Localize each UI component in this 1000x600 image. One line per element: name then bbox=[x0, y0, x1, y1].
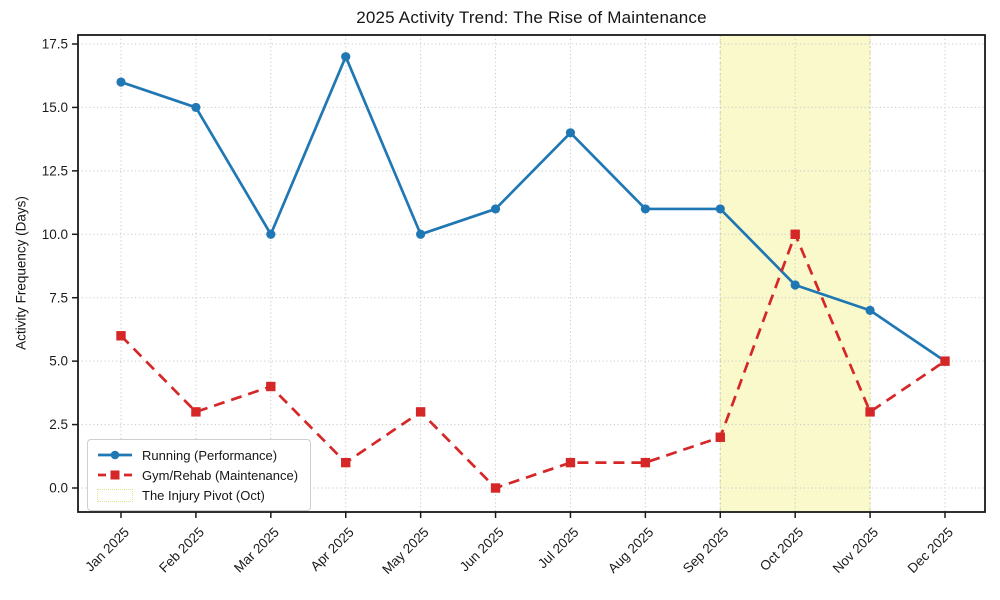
x-tick-label: Dec 2025 bbox=[905, 525, 956, 576]
legend-label-running: Running (Performance) bbox=[142, 447, 278, 463]
running-data-point-Apr 2025 bbox=[341, 52, 351, 62]
gym-rehab-line-sample-icon bbox=[98, 470, 132, 480]
y-tick-label: 15.0 bbox=[42, 100, 68, 115]
x-tick-label: Nov 2025 bbox=[830, 525, 881, 576]
x-tick-label: Feb 2025 bbox=[156, 525, 207, 576]
gym-rehab-data-point-Mar 2025 bbox=[266, 381, 276, 392]
y-tick-label: 5.0 bbox=[49, 354, 68, 369]
running-data-point-May 2025 bbox=[416, 229, 426, 239]
x-tick-label: Jan 2025 bbox=[82, 525, 132, 575]
gym-rehab-data-point-Jul 2025 bbox=[565, 457, 576, 468]
gym-rehab-data-point-Sep 2025 bbox=[715, 432, 725, 442]
legend-item-injury-pivot: The Injury Pivot (Oct) bbox=[97, 487, 298, 503]
legend: Running (Performance) Gym/Rehab (Mainten… bbox=[87, 439, 312, 511]
running-data-point-Jan 2025 bbox=[116, 77, 126, 87]
x-tick-label: Jul 2025 bbox=[535, 525, 582, 572]
running-data-point-Sep 2025 bbox=[715, 204, 725, 214]
gym-rehab-data-point-Dec 2025 bbox=[940, 356, 950, 366]
running-data-point-Jun 2025 bbox=[490, 204, 501, 214]
gym-rehab-data-point-Feb 2025 bbox=[191, 407, 201, 417]
gym-rehab-data-point-May 2025 bbox=[415, 407, 426, 417]
running-data-point-Oct 2025 bbox=[790, 280, 800, 290]
running-data-point-Jul 2025 bbox=[565, 128, 576, 138]
y-tick-label: 10.0 bbox=[42, 227, 68, 242]
x-tick-label: Aug 2025 bbox=[605, 525, 656, 576]
gym-rehab-data-point-Apr 2025 bbox=[341, 457, 351, 468]
x-tick-label: Mar 2025 bbox=[231, 525, 282, 576]
y-tick-label: 0.0 bbox=[49, 481, 68, 496]
running-line bbox=[120, 55, 946, 363]
chart-title: 2025 Activity Trend: The Rise of Mainten… bbox=[356, 8, 707, 27]
legend-label-injury-pivot: The Injury Pivot (Oct) bbox=[142, 487, 265, 503]
gym-rehab-data-point-Jun 2025 bbox=[490, 483, 501, 493]
y-tick-label: 12.5 bbox=[42, 163, 68, 178]
y-tick-label: 2.5 bbox=[49, 417, 68, 432]
legend-item-running: Running (Performance) bbox=[97, 447, 298, 463]
running-data-point-Mar 2025 bbox=[266, 229, 276, 239]
injury-pivot-span bbox=[720, 35, 871, 512]
running-line-sample-icon bbox=[98, 450, 132, 460]
gym-rehab-data-point-Jan 2025 bbox=[116, 331, 126, 341]
x-tick-label: Sep 2025 bbox=[680, 525, 731, 576]
running-data-point-Aug 2025 bbox=[640, 204, 650, 214]
running-data-point-Nov 2025 bbox=[865, 305, 875, 315]
legend-label-gym-rehab: Gym/Rehab (Maintenance) bbox=[142, 467, 299, 483]
legend-item-gym-rehab: Gym/Rehab (Maintenance) bbox=[97, 467, 298, 483]
x-tick-label: Oct 2025 bbox=[757, 525, 806, 574]
gym-rehab-data-point-Nov 2025 bbox=[865, 407, 875, 417]
gym-rehab-data-point-Aug 2025 bbox=[640, 457, 651, 468]
injury-pivot-swatch-icon bbox=[97, 488, 133, 502]
running-data-point-Feb 2025 bbox=[191, 102, 201, 113]
gym-rehab-data-point-Oct 2025 bbox=[790, 229, 800, 239]
x-tick-label: May 2025 bbox=[379, 525, 432, 578]
gym-rehab-line bbox=[120, 232, 946, 490]
axes-spines bbox=[77, 34, 986, 513]
y-axis-label: Activity Frequency (Days) bbox=[13, 196, 29, 350]
x-tick-label: Jun 2025 bbox=[457, 525, 507, 575]
y-tick-label: 7.5 bbox=[49, 290, 68, 305]
x-tick-label: Apr 2025 bbox=[307, 525, 356, 574]
y-tick-label: 17.5 bbox=[42, 37, 68, 52]
